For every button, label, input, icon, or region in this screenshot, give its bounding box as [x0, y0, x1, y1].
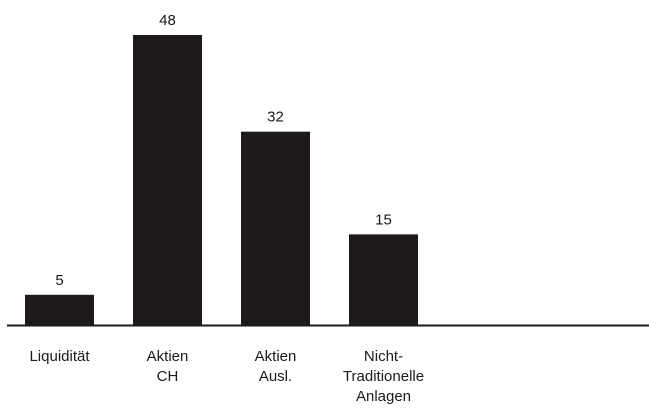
category-label-line: Aktien	[147, 348, 189, 365]
category-label-1: Liquidität	[29, 348, 90, 365]
category-label-2: Aktien CH	[147, 348, 189, 385]
category-label-line: Anlagen	[356, 388, 411, 405]
value-labels-group: 5 48 32 15	[55, 12, 392, 289]
bar-3	[241, 131, 310, 325]
category-label-line: Liquidität	[29, 348, 90, 365]
category-label-3: Aktien Ausl.	[255, 348, 297, 385]
category-label-line: Aktien	[255, 348, 297, 365]
data-label-2: 48	[159, 12, 176, 29]
data-label-1: 5	[55, 272, 63, 289]
category-label-line: CH	[157, 368, 179, 385]
category-label-4: Nicht- Traditionelle Anlagen	[343, 348, 424, 405]
bars-group	[25, 35, 418, 325]
bar-2	[133, 35, 202, 325]
category-labels-group: Liquidität Aktien CH Aktien Ausl. Nicht- Tradi…	[29, 348, 424, 405]
bar-1	[25, 294, 94, 325]
category-label-line: Ausl.	[259, 368, 292, 385]
data-label-4: 15	[375, 211, 392, 228]
category-label-line: Nicht-	[364, 348, 403, 365]
category-label-line: Traditionelle	[343, 368, 424, 385]
data-label-3: 32	[267, 109, 284, 126]
bar-4	[349, 234, 418, 325]
